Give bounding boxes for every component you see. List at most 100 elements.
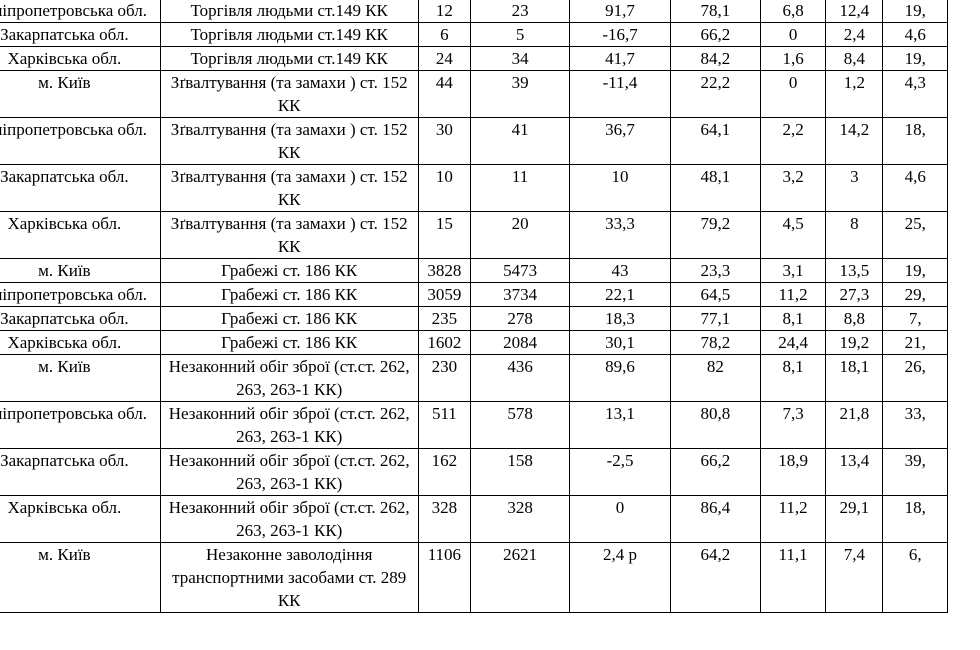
value-cell: 2,2 xyxy=(759,117,827,165)
value-cell: 13,4 xyxy=(825,448,884,496)
table-row: Харківська обл. Торгівля людьми ст.149 КК… xyxy=(0,46,948,71)
region-cell: Харківська обл. xyxy=(0,330,161,355)
value-cell: 66,2 xyxy=(669,448,761,496)
region-cell: Дніпропетровська обл. xyxy=(0,282,161,307)
value-cell: 10 xyxy=(417,164,472,212)
value-cell: 235 xyxy=(417,306,472,331)
value-cell: 3 xyxy=(825,164,884,212)
crime-cell: Торгівля людьми ст.149 КК xyxy=(159,0,419,23)
value-cell: 6 xyxy=(417,22,472,47)
value-cell: 436 xyxy=(470,354,571,402)
value-cell: 21, xyxy=(882,330,948,355)
table-row: Закарпатська обл. Грабежі ст. 186 КК 235 27… xyxy=(0,306,948,331)
region-cell: Закарпатська обл. xyxy=(0,448,161,496)
table-row: Дніпропетровська обл.Незаконний обіг збр… xyxy=(0,401,948,449)
value-cell: 5473 xyxy=(470,258,571,283)
value-cell: 41,7 xyxy=(569,46,671,71)
value-cell: 7, xyxy=(882,306,948,331)
value-cell: 8,1 xyxy=(759,354,827,402)
value-cell: 18, xyxy=(882,117,948,165)
value-cell: 39, xyxy=(882,448,948,496)
value-cell: 3734 xyxy=(470,282,571,307)
value-cell: 64,2 xyxy=(669,542,761,613)
table-row: м. Київ Незаконне заволодіння транспортни… xyxy=(0,542,948,613)
value-cell: 4,6 xyxy=(882,22,948,47)
value-cell: 8 xyxy=(825,211,884,259)
value-cell: 24,4 xyxy=(759,330,827,355)
value-cell: 19,2 xyxy=(825,330,884,355)
data-table: Дніпропетровська обл. Торгівля людьми ст.… xyxy=(0,0,948,613)
value-cell: 29, xyxy=(882,282,948,307)
value-cell: 86,4 xyxy=(669,495,761,543)
value-cell: 23 xyxy=(470,0,571,23)
value-cell: 2621 xyxy=(470,542,571,613)
value-cell: 511 xyxy=(417,401,472,449)
value-cell: 14,2 xyxy=(825,117,884,165)
value-cell: 82 xyxy=(669,354,761,402)
region-cell: Дніпропетровська обл. xyxy=(0,401,161,449)
table-row: Закарпатська обл. Зґвалтування (та замахи… xyxy=(0,164,948,212)
value-cell: 21,8 xyxy=(825,401,884,449)
value-cell: 23,3 xyxy=(669,258,761,283)
crime-cell: Зґвалтування (та замахи ) ст. 152 КК xyxy=(159,211,419,259)
value-cell: 30 xyxy=(417,117,472,165)
table-row: Харківська обл. Незаконний обіг зброї (ст… xyxy=(0,495,948,543)
value-cell: 6,8 xyxy=(759,0,827,23)
value-cell: 22,1 xyxy=(569,282,671,307)
value-cell: 78,1 xyxy=(669,0,761,23)
value-cell: 1,6 xyxy=(759,46,827,71)
table-row: Дніпропетровська обл.Грабежі ст. 186 КК3… xyxy=(0,282,948,307)
value-cell: 7,3 xyxy=(759,401,827,449)
value-cell: 44 xyxy=(417,70,472,118)
value-cell: 79,2 xyxy=(669,211,761,259)
crime-cell: Незаконне заволодіння транспортними засо… xyxy=(159,542,419,613)
value-cell: 8,8 xyxy=(825,306,884,331)
value-cell: 64,1 xyxy=(669,117,761,165)
value-cell: 27,3 xyxy=(825,282,884,307)
value-cell: 4,5 xyxy=(759,211,827,259)
value-cell: 2,4 р xyxy=(569,542,671,613)
region-cell: Харківська обл. xyxy=(0,495,161,543)
crime-cell: Незаконний обіг зброї (ст.ст. 262, 263, … xyxy=(159,448,419,496)
value-cell: 19, xyxy=(882,258,948,283)
value-cell: 91,7 xyxy=(569,0,671,23)
crime-cell: Зґвалтування (та замахи ) ст. 152 КК xyxy=(159,70,419,118)
crime-cell: Незаконний обіг зброї (ст.ст. 262, 263, … xyxy=(159,354,419,402)
value-cell: 18,1 xyxy=(825,354,884,402)
value-cell: 18,3 xyxy=(569,306,671,331)
value-cell: 278 xyxy=(470,306,571,331)
value-cell: 80,8 xyxy=(669,401,761,449)
value-cell: 3,2 xyxy=(759,164,827,212)
value-cell: 3828 xyxy=(417,258,472,283)
crime-cell: Торгівля людьми ст.149 КК xyxy=(159,46,419,71)
table-row: Харківська обл. Грабежі ст. 186 КК 1602 208… xyxy=(0,330,948,355)
value-cell: 2,4 xyxy=(825,22,884,47)
value-cell: 0 xyxy=(759,70,827,118)
table-row: Дніпропетровська обл.Торгівля людьми ст.… xyxy=(0,0,948,23)
crime-cell: Грабежі ст. 186 КК xyxy=(159,258,419,283)
table-row: м. Київ Незаконний обіг зброї (ст.ст. 262… xyxy=(0,354,948,402)
value-cell: 1106 xyxy=(417,542,472,613)
value-cell: 24 xyxy=(417,46,472,71)
value-cell: 1,2 xyxy=(825,70,884,118)
value-cell: 26, xyxy=(882,354,948,402)
value-cell: 41 xyxy=(470,117,571,165)
value-cell: 162 xyxy=(417,448,472,496)
region-cell: м. Київ xyxy=(0,70,161,118)
value-cell: 11,2 xyxy=(759,282,827,307)
value-cell: 64,5 xyxy=(669,282,761,307)
crime-cell: Торгівля людьми ст.149 КК xyxy=(159,22,419,47)
value-cell: 10 xyxy=(569,164,671,212)
crime-cell: Зґвалтування (та замахи ) ст. 152 КК xyxy=(159,164,419,212)
value-cell: 8,4 xyxy=(825,46,884,71)
value-cell: -11,4 xyxy=(569,70,671,118)
region-cell: Харківська обл. xyxy=(0,211,161,259)
value-cell: 8,1 xyxy=(759,306,827,331)
value-cell: 11,1 xyxy=(759,542,827,613)
value-cell: 29,1 xyxy=(825,495,884,543)
value-cell: 7,4 xyxy=(825,542,884,613)
table-row: Закарпатська обл. Незаконний обіг зброї (… xyxy=(0,448,948,496)
value-cell: 328 xyxy=(417,495,472,543)
region-cell: Харківська обл. xyxy=(0,46,161,71)
value-cell: 48,1 xyxy=(669,164,761,212)
